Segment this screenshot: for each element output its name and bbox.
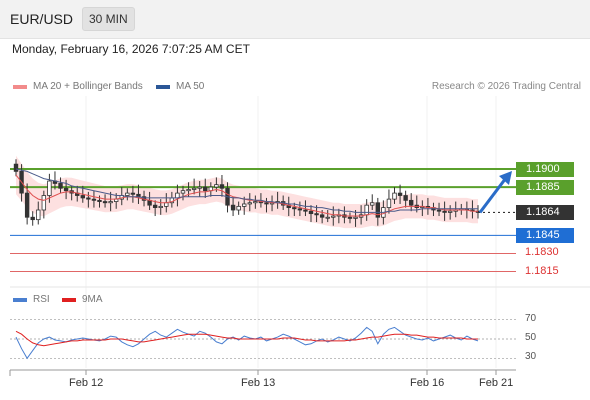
rsi-9ma-line — [15, 330, 478, 347]
legend-rsi-swatch — [13, 297, 27, 302]
candle-body-41 — [242, 203, 247, 207]
candle-body-2 — [24, 192, 30, 218]
candle-body-16 — [102, 201, 108, 204]
candle-body-4 — [36, 209, 41, 221]
candle-body-70 — [403, 195, 408, 201]
candle-body-40 — [236, 205, 241, 211]
candle-body-68 — [392, 192, 397, 200]
candle-body-32 — [191, 187, 197, 190]
chart-datetime: Monday, February 16, 2026 7:07:25 AM CET — [12, 42, 250, 56]
candle-body-43 — [253, 201, 258, 204]
ma50-line — [15, 168, 478, 213]
candle-body-71 — [409, 199, 414, 206]
symbol-label: EUR/USD — [10, 11, 74, 27]
ma20-line — [15, 174, 478, 217]
legend-ma50-swatch — [156, 84, 170, 89]
candle-body-8 — [58, 183, 63, 189]
legend-rsi-label: RSI — [33, 294, 50, 305]
legend-9ma-label: 9MA — [82, 294, 103, 305]
candle-body-50 — [292, 207, 297, 210]
candle-body-12 — [80, 195, 85, 199]
candle-body-69 — [397, 192, 403, 196]
candle-body-37 — [219, 184, 225, 189]
top-bar: EUR/USD 30 MIN — [0, 0, 590, 39]
candle-body-45 — [264, 202, 269, 205]
forecast-arrow-shaft — [478, 177, 508, 214]
candle-body-34 — [203, 186, 208, 192]
timeframe-button[interactable]: 30 MIN — [82, 7, 135, 31]
candle-body-53 — [308, 210, 314, 215]
candle-body-14 — [91, 198, 97, 201]
legend-9ma: 9MA — [62, 294, 103, 305]
legend-ma20-label: MA 20 + Bollinger Bands — [33, 81, 143, 92]
x-tick-3: Feb 21 — [479, 377, 514, 389]
rsi-tick-70: 70 — [525, 312, 537, 324]
candle-body-55 — [319, 214, 325, 218]
legend-ma50: MA 50 — [156, 81, 204, 92]
candle-body-76 — [436, 209, 442, 212]
candle-body-30 — [180, 190, 186, 194]
candle-body-25 — [152, 204, 158, 208]
candle-body-42 — [247, 202, 252, 205]
candle-body-9 — [63, 187, 69, 192]
rsi-tick-50: 50 — [525, 332, 537, 343]
level-label-1.1885: 1.1885 — [516, 180, 574, 196]
legend-rsi: RSI — [13, 294, 50, 305]
level-label-1.1830: 1.1830 — [525, 246, 559, 259]
level-label-1.1864: 1.1864 — [516, 205, 574, 221]
candle-body-6 — [47, 180, 52, 196]
candle-body-5 — [41, 195, 47, 211]
candle-body-31 — [186, 189, 191, 192]
candle-body-0 — [13, 163, 19, 172]
candle-body-17 — [108, 201, 113, 204]
candle-body-27 — [164, 202, 169, 207]
research-credit: Research © 2026 Trading Central — [431, 81, 581, 92]
level-label-1.1900: 1.1900 — [516, 161, 574, 177]
x-tick-2: Feb 16 — [410, 377, 445, 389]
candle-body-54 — [314, 213, 319, 216]
candle-body-15 — [97, 199, 102, 202]
candle-body-3 — [30, 216, 35, 221]
candle-body-13 — [86, 197, 91, 200]
candle-body-65 — [375, 202, 381, 218]
candle-body-78 — [447, 210, 453, 213]
candle-body-33 — [197, 186, 202, 189]
candle-body-77 — [442, 210, 447, 213]
candle-body-51 — [297, 208, 303, 211]
x-tick-1: Feb 13 — [241, 377, 276, 389]
candle-body-20 — [125, 192, 130, 196]
legend-9ma-swatch — [62, 297, 76, 302]
candle-body-61 — [353, 216, 358, 219]
rsi-tick-30: 30 — [525, 351, 537, 363]
legend-ma20-swatch — [13, 84, 27, 89]
candle-body-64 — [370, 202, 375, 206]
x-tick-0: Feb 12 — [69, 377, 104, 389]
candle-body-21 — [130, 192, 136, 195]
rsi-line — [15, 326, 479, 360]
bollinger-band — [16, 155, 478, 229]
legend-ma50-label: MA 50 — [176, 81, 205, 92]
level-label-1.1815: 1.1815 — [525, 264, 559, 277]
candle-body-67 — [386, 198, 392, 208]
candle-body-60 — [347, 216, 353, 219]
candle-body-56 — [325, 216, 330, 219]
candle-body-63 — [364, 204, 369, 216]
level-label-1.1845: 1.1845 — [516, 228, 574, 244]
forecast-arrow-head — [499, 170, 512, 185]
candle-body-39 — [230, 204, 236, 211]
candle-body-57 — [331, 215, 336, 218]
legend-ma20: MA 20 + Bollinger Bands — [13, 81, 143, 92]
candle-body-52 — [303, 209, 308, 212]
candle-body-36 — [214, 184, 219, 188]
candle-body-26 — [158, 205, 163, 208]
